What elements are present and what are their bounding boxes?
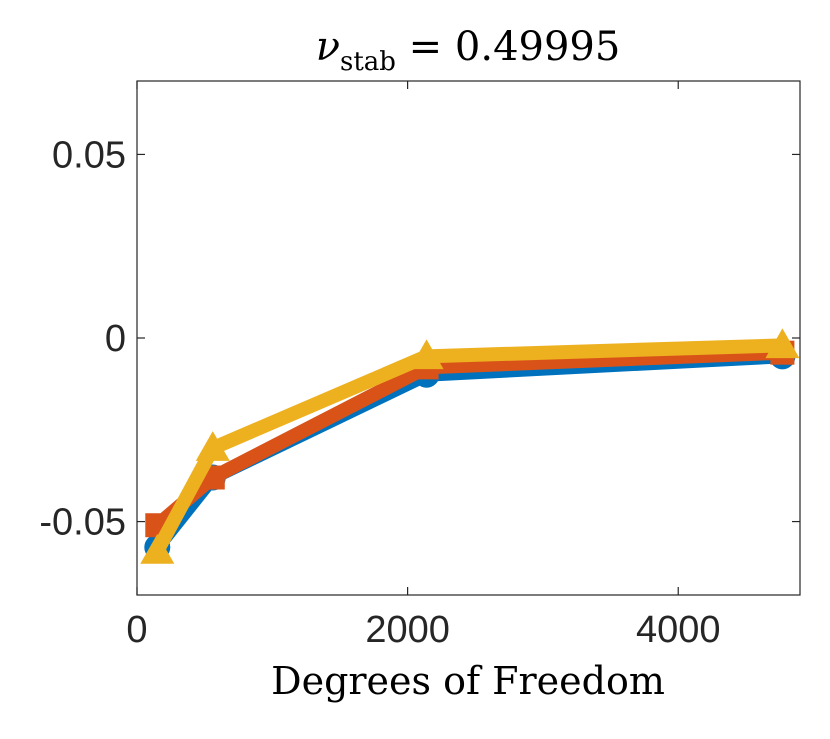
title-symbol: ν xyxy=(316,24,340,70)
x-tick-label: 0 xyxy=(126,609,147,651)
series-line xyxy=(150,338,790,558)
plot-area xyxy=(136,80,801,596)
data-point-triangle xyxy=(195,431,230,461)
title-subscript: stab xyxy=(340,47,396,77)
y-tick-label: -0.05 xyxy=(39,502,126,544)
x-tick-label: 4000 xyxy=(636,609,721,651)
data-point-triangle xyxy=(409,339,444,370)
y-tick-label: 0.05 xyxy=(52,134,126,176)
series-layer xyxy=(140,328,800,564)
title-value: = 0.49995 xyxy=(396,24,620,70)
axis-ticks: 0 2000 4000 -0.05 0 0.05 xyxy=(39,81,800,651)
data-point-triangle xyxy=(140,533,175,564)
data-point-triangle xyxy=(765,328,800,359)
x-tick-label: 2000 xyxy=(365,609,450,651)
y-tick-label: 0 xyxy=(105,318,126,360)
chart-title: νstab = 0.49995 xyxy=(316,24,621,77)
x-axis-label: Degrees of Freedom xyxy=(271,659,665,703)
series-triangle xyxy=(140,328,800,564)
